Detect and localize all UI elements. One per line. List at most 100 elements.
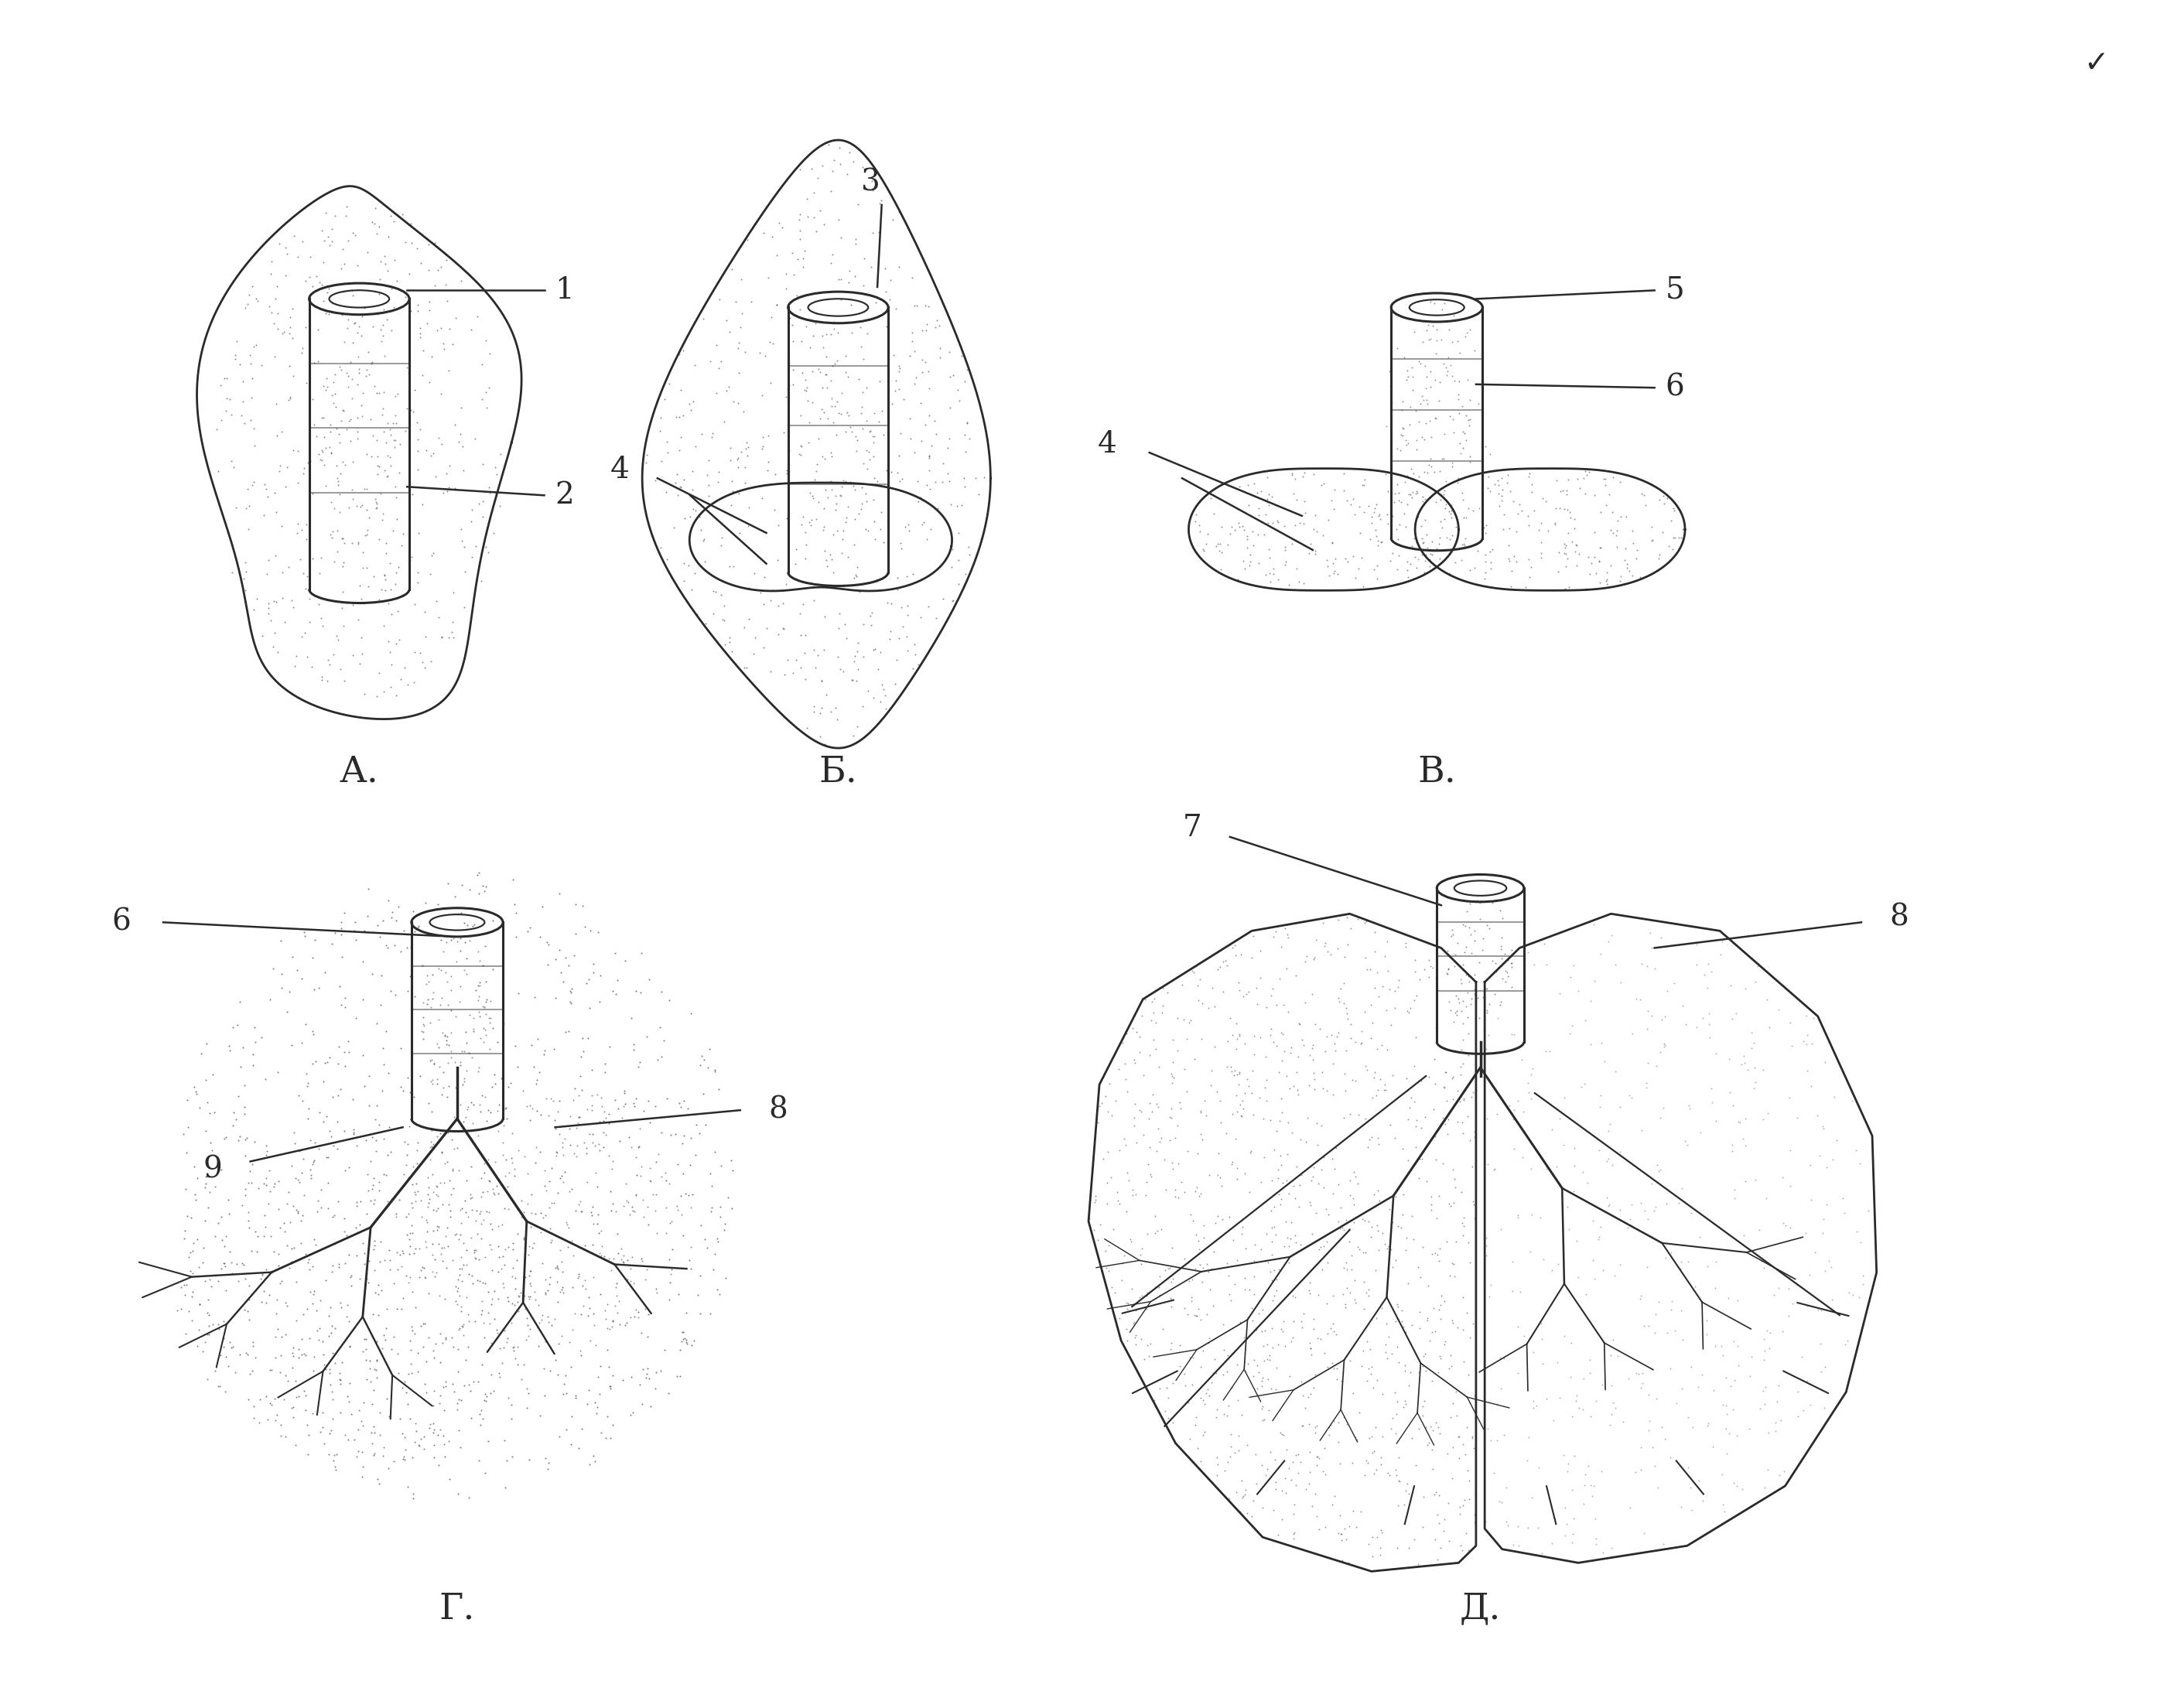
Point (438, 1134, 472, 1161)
Point (250, 1138, 285, 1165)
Point (309, 1143, 344, 1170)
Point (1628, 1254, 1663, 1281)
Point (825, 518, 860, 545)
Point (1365, 1295, 1400, 1322)
Point (331, 362, 366, 389)
Point (1422, 1481, 1456, 1508)
Point (168, 1281, 202, 1308)
Point (1485, 1489, 1520, 1517)
Point (1454, 1153, 1489, 1180)
Point (1406, 1483, 1441, 1510)
Point (520, 1313, 555, 1341)
Point (1182, 512, 1217, 540)
Point (1358, 919, 1393, 946)
Point (1483, 936, 1517, 963)
Point (1228, 1481, 1263, 1508)
Point (499, 900, 533, 927)
Point (368, 931, 403, 958)
Point (625, 1319, 660, 1346)
Point (1369, 997, 1404, 1025)
Point (488, 1252, 522, 1279)
Point (1840, 1218, 1874, 1245)
Point (538, 1143, 573, 1170)
Point (753, 328, 788, 355)
Point (1435, 497, 1469, 524)
Point (1478, 958, 1513, 986)
Point (361, 453, 396, 480)
Point (1548, 535, 1583, 562)
Point (599, 939, 634, 967)
Point (529, 1303, 564, 1331)
Point (462, 1368, 496, 1395)
Point (1345, 471, 1380, 499)
Point (298, 424, 333, 451)
Point (355, 1301, 390, 1329)
Point (1226, 516, 1260, 543)
Point (1204, 538, 1239, 565)
Point (1330, 999, 1365, 1027)
Point (821, 644, 856, 671)
Point (398, 1187, 433, 1214)
Point (564, 1301, 599, 1329)
Point (1241, 502, 1276, 529)
Point (1391, 1093, 1426, 1120)
Point (1491, 547, 1526, 574)
Point (235, 273, 270, 301)
Point (1184, 989, 1219, 1016)
Point (1317, 545, 1352, 572)
Point (435, 1156, 470, 1184)
Point (383, 1404, 418, 1431)
Point (631, 965, 666, 992)
Point (623, 1049, 657, 1076)
Point (1186, 1086, 1221, 1114)
Point (485, 1211, 520, 1238)
Point (1241, 991, 1276, 1018)
Point (370, 258, 405, 285)
Point (1254, 1228, 1289, 1255)
Point (873, 617, 908, 644)
Point (799, 299, 834, 326)
Point (385, 521, 420, 548)
Point (1348, 909, 1382, 936)
Point (1260, 1331, 1295, 1358)
Point (575, 1264, 610, 1291)
Point (1511, 1423, 1546, 1450)
Point (1515, 471, 1550, 499)
Text: 4: 4 (1097, 430, 1117, 458)
Point (420, 1071, 455, 1098)
Point (253, 1281, 287, 1308)
Point (566, 1129, 601, 1156)
Point (1387, 468, 1422, 495)
Point (1435, 495, 1469, 523)
Point (1356, 555, 1391, 582)
Point (1387, 1180, 1422, 1208)
Point (664, 1319, 699, 1346)
Point (779, 282, 814, 309)
Point (1611, 1214, 1646, 1242)
Point (205, 1226, 239, 1254)
Point (581, 1240, 616, 1267)
Point (1576, 482, 1611, 509)
Point (1430, 1107, 1465, 1134)
Point (522, 1402, 557, 1430)
Point (747, 564, 782, 591)
Point (1567, 1069, 1602, 1097)
Point (472, 1380, 507, 1407)
Point (1570, 461, 1604, 488)
Point (366, 1078, 401, 1105)
Point (699, 331, 734, 359)
Point (1448, 524, 1483, 552)
Point (1435, 1307, 1469, 1334)
Point (192, 1301, 226, 1329)
Point (1295, 1032, 1330, 1059)
Point (222, 350, 257, 377)
Point (374, 651, 409, 678)
Point (919, 420, 954, 447)
Point (440, 1266, 475, 1293)
Point (1406, 1387, 1441, 1414)
Point (1589, 492, 1624, 519)
Point (233, 1360, 268, 1387)
Point (1493, 953, 1528, 980)
Point (775, 371, 810, 398)
Point (340, 1242, 374, 1269)
